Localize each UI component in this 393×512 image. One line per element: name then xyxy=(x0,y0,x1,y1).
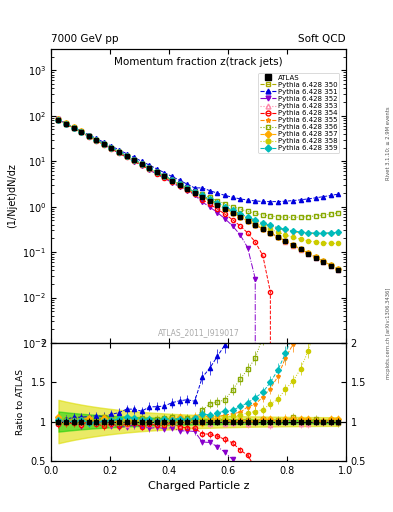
Text: Soft QCD: Soft QCD xyxy=(298,33,346,44)
Legend: ATLAS, Pythia 6.428 350, Pythia 6.428 351, Pythia 6.428 352, Pythia 6.428 353, P: ATLAS, Pythia 6.428 350, Pythia 6.428 35… xyxy=(258,73,340,153)
Y-axis label: (1/Njet)dN/dz: (1/Njet)dN/dz xyxy=(7,163,17,228)
Text: Momentum fraction z(track jets): Momentum fraction z(track jets) xyxy=(114,57,283,68)
Y-axis label: Ratio to ATLAS: Ratio to ATLAS xyxy=(16,369,25,435)
Text: Rivet 3.1.10; ≥ 2.9M events: Rivet 3.1.10; ≥ 2.9M events xyxy=(386,106,391,180)
X-axis label: Charged Particle z: Charged Particle z xyxy=(148,481,249,491)
Text: ATLAS_2011_I919017: ATLAS_2011_I919017 xyxy=(158,328,239,337)
Text: mcplots.cern.ch [arXiv:1306.3436]: mcplots.cern.ch [arXiv:1306.3436] xyxy=(386,287,391,378)
Text: 7000 GeV pp: 7000 GeV pp xyxy=(51,33,119,44)
